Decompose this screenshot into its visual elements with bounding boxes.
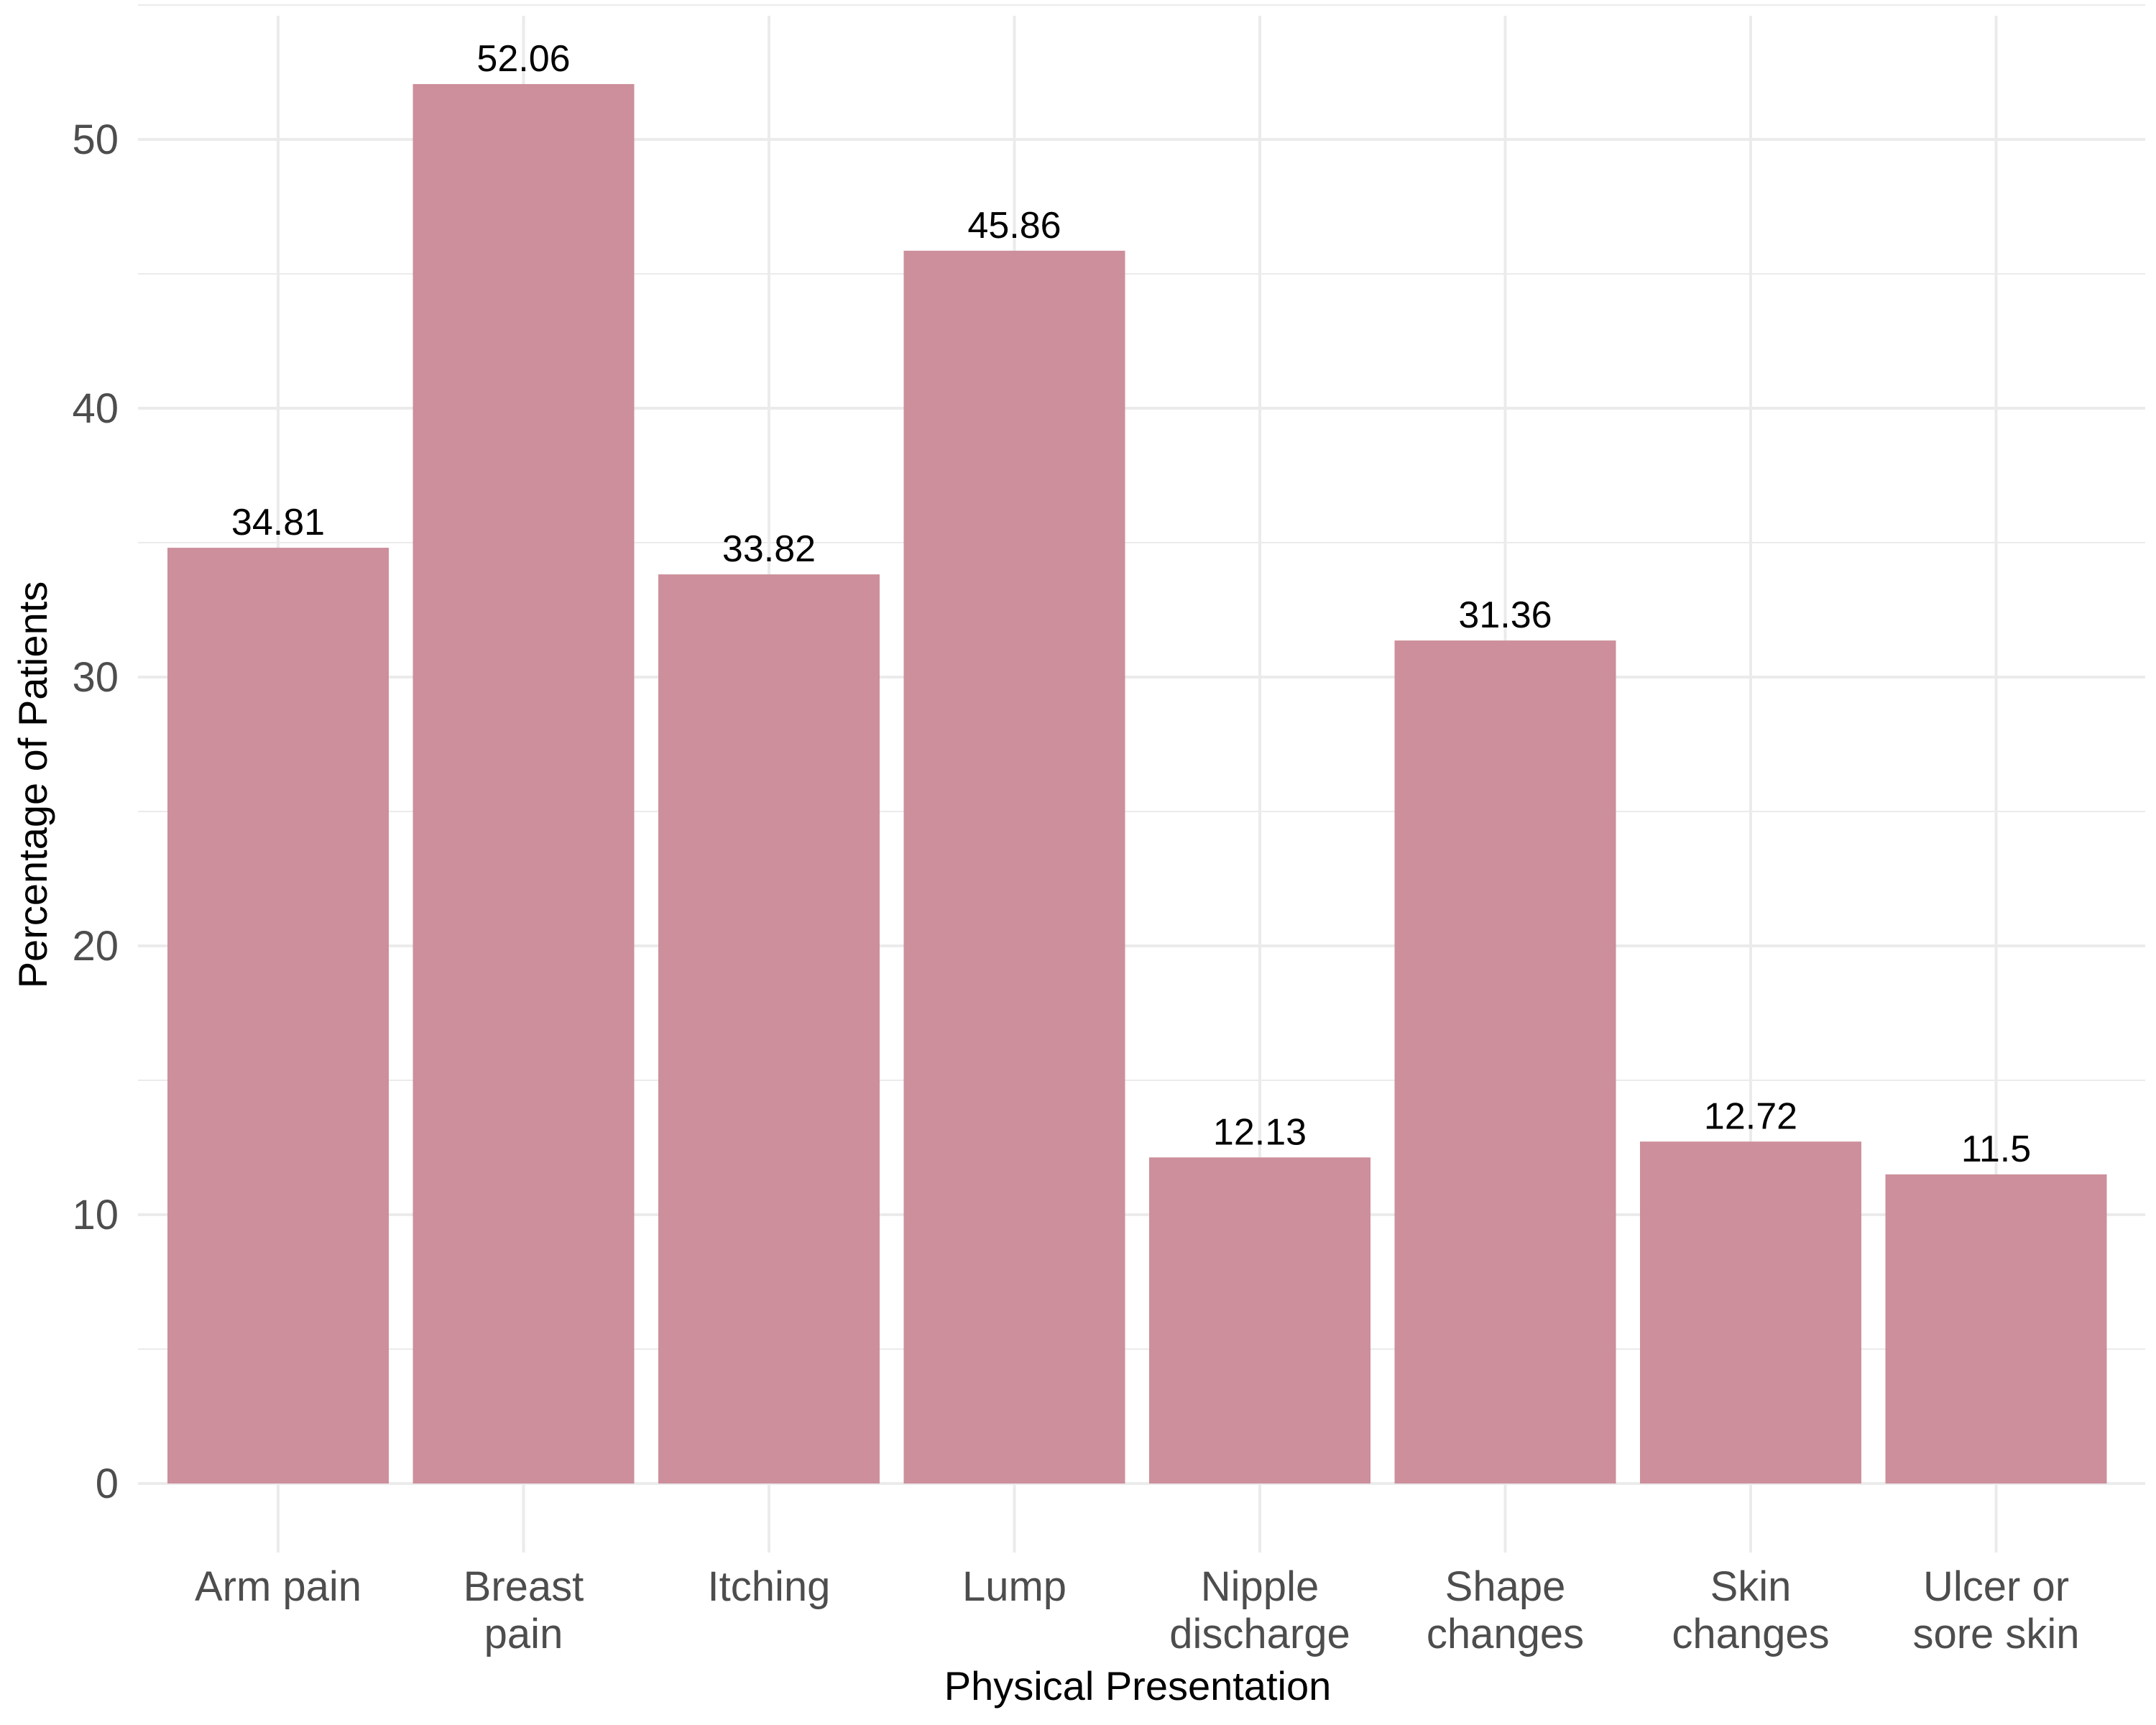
bar-value-label: 33.82 [722, 528, 816, 570]
bar [413, 83, 635, 1484]
x-axis-title: Physical Presentation [944, 1663, 1332, 1708]
x-tick-label: Shape changes [1427, 1563, 1584, 1657]
y-tick-label: 0 [96, 1460, 119, 1507]
bar-value-label: 52.06 [476, 38, 570, 80]
bar-value-label: 34.81 [231, 502, 325, 543]
y-tick-label: 20 [72, 923, 119, 970]
x-tick-label: Itching [708, 1563, 831, 1610]
bar-value-label: 12.72 [1704, 1095, 1797, 1137]
bar [1394, 640, 1616, 1484]
y-tick-label: 40 [72, 385, 119, 432]
y-axis-tick-labels: 0 10 20 30 40 50 [72, 116, 119, 1507]
bar-value-label: 31.36 [1458, 594, 1552, 636]
bar-value-label: 11.5 [1961, 1128, 2031, 1170]
bars [167, 83, 2107, 1484]
x-tick-label: Skin changes [1672, 1563, 1829, 1657]
bar-value-label: 45.86 [967, 205, 1061, 247]
y-tick-label: 10 [72, 1192, 119, 1238]
y-tick-label: 50 [72, 116, 119, 163]
y-axis-title: Percentage of Patients [10, 581, 55, 989]
bar [167, 548, 389, 1484]
bar [1640, 1141, 1861, 1484]
x-tick-label: Nipple discharge [1169, 1563, 1350, 1657]
bar [903, 250, 1125, 1484]
y-tick-label: 30 [72, 654, 119, 701]
bar [1149, 1157, 1370, 1484]
x-axis-tick-labels: Arm pain Breast pain Itching Lump Nipple disch… [195, 1563, 2080, 1657]
x-tick-label: Lump [962, 1563, 1067, 1610]
bar [658, 574, 880, 1484]
x-tick-label: Arm pain [195, 1563, 361, 1610]
bar [1885, 1174, 2107, 1484]
bar-value-label: 12.13 [1213, 1111, 1307, 1153]
x-tick-label: Breast pain [464, 1563, 584, 1657]
value-labels: 34.81 52.06 33.82 45.86 12.13 31.36 12.72 11.5 [231, 38, 2031, 1170]
x-tick-label: Ulcer or sore skin [1912, 1563, 2079, 1657]
